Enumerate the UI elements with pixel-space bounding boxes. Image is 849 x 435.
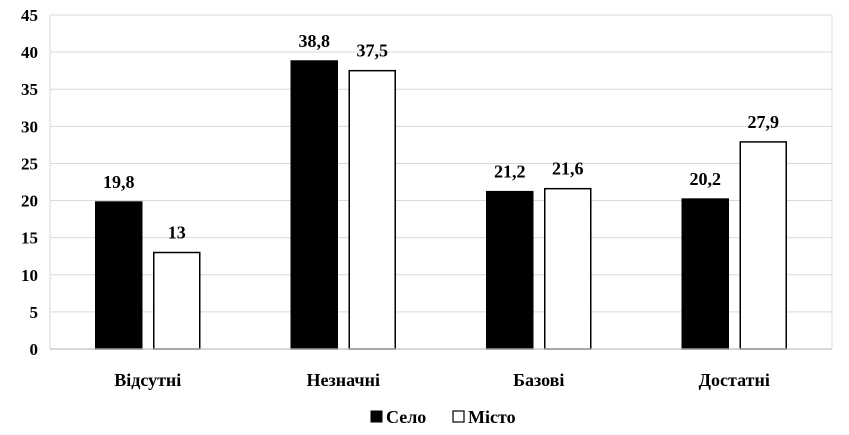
bar-misto-0 bbox=[153, 251, 201, 350]
data-label-misto-0: 13 bbox=[168, 223, 186, 243]
bar-misto-3 bbox=[739, 141, 787, 350]
bar-misto-2 bbox=[544, 187, 592, 350]
data-label-selo-1: 38,8 bbox=[299, 31, 331, 51]
x-axis-categories: Відсутні Незначні Базові Достатні bbox=[114, 370, 770, 390]
bar-selo-2 bbox=[486, 190, 534, 350]
axes bbox=[49, 15, 833, 350]
legend-label-misto: Місто bbox=[468, 407, 516, 427]
bar-misto-1 bbox=[348, 69, 396, 350]
data-label-selo-0: 19,8 bbox=[103, 172, 135, 192]
y-tick-label: 45 bbox=[21, 6, 38, 25]
y-tick-label: 25 bbox=[21, 154, 38, 173]
y-tick-label: 15 bbox=[21, 229, 38, 248]
data-label-selo-2: 21,2 bbox=[494, 162, 526, 182]
y-tick-label: 30 bbox=[21, 117, 38, 136]
y-tick-label: 40 bbox=[21, 43, 38, 62]
legend-label-selo: Село bbox=[386, 407, 426, 427]
bar-selo-1 bbox=[290, 60, 338, 350]
bars bbox=[95, 60, 787, 350]
y-tick-label: 5 bbox=[30, 303, 39, 322]
y-tick-label: 20 bbox=[21, 192, 38, 211]
bar-selo-3 bbox=[681, 198, 729, 350]
category-label: Базові bbox=[513, 370, 564, 390]
data-labels: 19,8 13 38,8 37,5 21,2 21,6 20,2 27,9 bbox=[103, 31, 779, 242]
data-label-misto-3: 27,9 bbox=[748, 112, 780, 132]
category-label: Незначні bbox=[307, 370, 380, 390]
legend-swatch-misto bbox=[452, 410, 465, 423]
data-label-misto-2: 21,6 bbox=[552, 159, 584, 179]
bar-selo-0 bbox=[95, 201, 143, 350]
legend-swatch-selo bbox=[370, 410, 383, 423]
category-label: Достатні bbox=[699, 370, 770, 390]
y-axis-ticks: 0 5 10 15 20 25 30 35 40 45 bbox=[21, 6, 38, 359]
y-tick-label: 35 bbox=[21, 80, 38, 99]
legend: Село Місто bbox=[370, 407, 516, 427]
data-label-misto-1: 37,5 bbox=[357, 41, 389, 61]
category-label: Відсутні bbox=[114, 370, 181, 390]
y-tick-label: 10 bbox=[21, 266, 38, 285]
y-tick-label: 0 bbox=[30, 340, 39, 359]
data-label-selo-3: 20,2 bbox=[690, 169, 722, 189]
